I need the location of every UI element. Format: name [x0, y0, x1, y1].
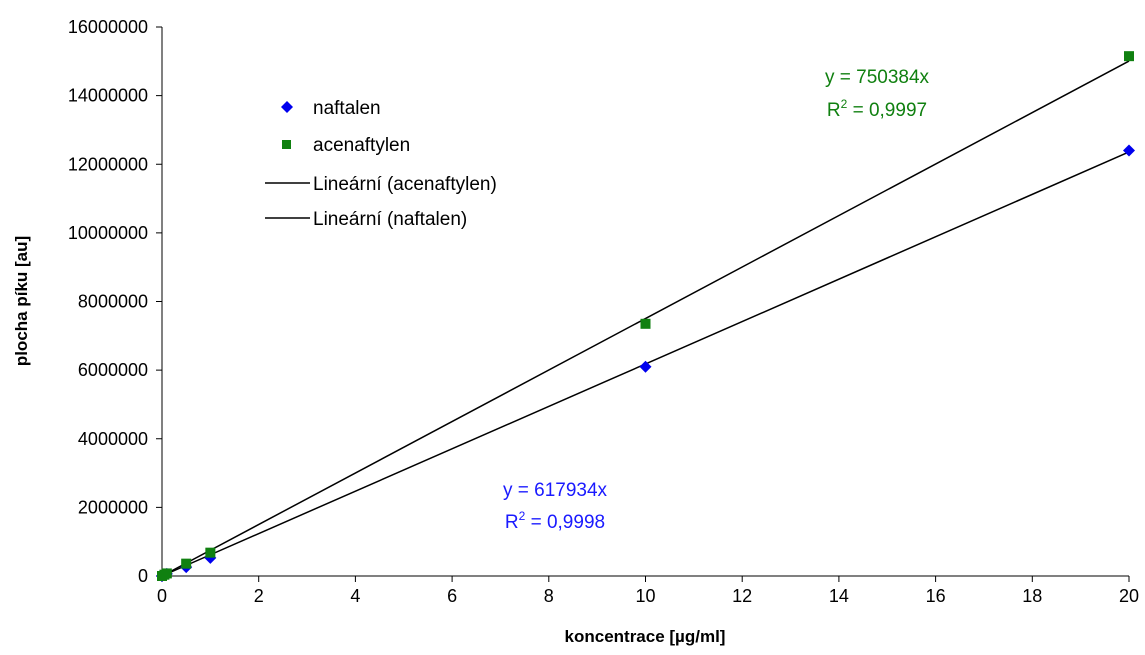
x-axis-title: koncentrace [µg/ml]: [565, 627, 726, 646]
x-tick-label: 12: [732, 586, 752, 606]
trendline-equation-naftalen: y = 617934x R2 = 0,9998: [503, 480, 608, 533]
y-axis-title: plocha píku [au]: [12, 236, 31, 366]
y-tick-label: 6000000: [78, 360, 148, 380]
y-tick-label: 8000000: [78, 292, 148, 312]
y-tick-label: 16000000: [68, 17, 148, 37]
x-tick-label: 14: [829, 586, 849, 606]
point-acenaftylen: [181, 558, 192, 569]
y-tick-label: 10000000: [68, 223, 148, 243]
y-tick-label: 12000000: [68, 154, 148, 174]
point-acenaftylen: [1124, 51, 1134, 62]
y-tick-label: 14000000: [68, 86, 148, 106]
trendline-equation-acenaftylen: y = 750384x R2 = 0,9997: [825, 67, 930, 121]
x-tick-label: 0: [157, 586, 167, 606]
x-tick-label: 18: [1022, 586, 1042, 606]
point-acenaftylen: [161, 568, 172, 579]
r2-sup-naftalen: 2: [519, 509, 526, 523]
r2-sup-acenaftylen: 2: [841, 97, 848, 111]
x-tick-label: 20: [1119, 586, 1139, 606]
r-squared-naftalen: R2 = 0,9998: [505, 509, 605, 533]
y-ticks: 0 2000000 4000000 6000000 8000000 10000000 120…: [68, 17, 162, 586]
x-tick-label: 2: [254, 586, 264, 606]
point-acenaftylen: [640, 318, 651, 329]
axes: [161, 27, 1129, 577]
equation-naftalen: y = 617934x: [503, 480, 608, 501]
x-tick-label: 8: [544, 586, 554, 606]
equation-acenaftylen: y = 750384x: [825, 67, 930, 88]
r2-label-acenaftylen: R: [827, 100, 841, 121]
y-tick-label: 0: [138, 566, 148, 586]
x-tick-label: 4: [350, 586, 360, 606]
y-tick-label: 2000000: [78, 497, 148, 517]
legend-marker-naftalen: [281, 101, 293, 113]
legend-marker-acenaftylen: [282, 140, 291, 149]
legend-label-naftalen: naftalen: [313, 98, 381, 119]
y-tick-label: 4000000: [78, 429, 148, 449]
x-tick-label: 16: [926, 586, 946, 606]
legend-label-acenaftylen: acenaftylen: [313, 135, 410, 156]
r2-label-naftalen: R: [505, 512, 519, 533]
x-tick-label: 6: [447, 586, 457, 606]
data-points: [156, 51, 1135, 582]
r2-value-naftalen: = 0,9998: [525, 512, 605, 533]
trendline-acenaftylen: [161, 60, 1130, 577]
point-naftalen: [639, 360, 652, 373]
point-acenaftylen: [205, 547, 216, 558]
legend: naftalen acenaftylen Lineární (acenaftyl…: [265, 98, 497, 230]
legend-label-linear-naftalen: Lineární (naftalen): [313, 209, 467, 230]
r2-value-acenaftylen: = 0,9997: [847, 100, 927, 121]
r-squared-acenaftylen: R2 = 0,9997: [827, 97, 927, 121]
point-naftalen: [1123, 144, 1135, 157]
x-ticks: 0 2 4 6 8 10 12 14 16 18 20: [157, 576, 1139, 606]
x-tick-label: 10: [635, 586, 655, 606]
trendlines: [161, 60, 1130, 577]
legend-label-linear-acenaftylen: Lineární (acenaftylen): [313, 174, 497, 195]
